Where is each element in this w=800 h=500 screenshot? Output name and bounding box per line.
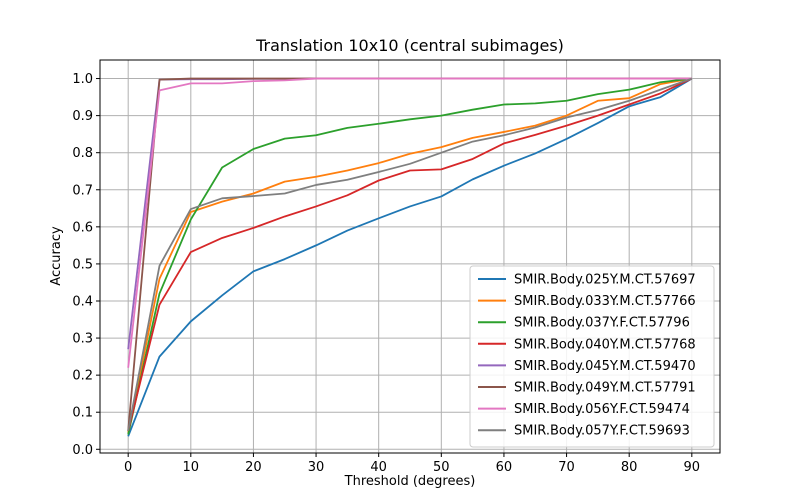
legend: SMIR.Body.025Y.M.CT.57697 SMIR.Body.033Y.… xyxy=(469,265,715,448)
y-tick-label: 0.0 xyxy=(72,443,93,458)
y-tick-label: 1.0 xyxy=(72,72,93,87)
legend-entry: SMIR.Body.037Y.F.CT.57796 xyxy=(514,316,690,331)
legend-box xyxy=(469,265,715,448)
legend-entry: SMIR.Body.033Y.M.CT.57766 xyxy=(514,294,696,309)
x-tick-label: 90 xyxy=(684,460,701,475)
y-tick-label: 0.2 xyxy=(72,369,93,384)
x-tick-label: 30 xyxy=(308,460,325,475)
y-axis-ticks: 0.0 0.1 0.2 0.3 0.4 0.5 0.6 0.7 0.8 0.9 1.0 xyxy=(72,72,100,458)
x-tick-label: 70 xyxy=(558,460,575,475)
y-tick-label: 0.6 xyxy=(72,220,93,235)
x-tick-label: 60 xyxy=(496,460,513,475)
series-line-smir-body-025y-m-ct-57697 xyxy=(127,77,693,437)
y-tick-label: 0.1 xyxy=(72,406,93,421)
legend-entry: SMIR.Body.049Y.M.CT.57791 xyxy=(514,381,696,396)
legend-entry: SMIR.Body.025Y.M.CT.57697 xyxy=(514,273,696,288)
legend-entry: SMIR.Body.040Y.M.CT.57768 xyxy=(514,337,696,352)
series-line-smir-body-056y-f-ct-59474 xyxy=(127,77,692,368)
y-tick-label: 0.7 xyxy=(72,183,93,198)
legend-entry: SMIR.Body.045Y.M.CT.59470 xyxy=(514,359,696,374)
x-tick-label: 40 xyxy=(370,460,387,475)
x-tick-label: 50 xyxy=(433,460,450,475)
x-tick-label: 80 xyxy=(621,460,638,475)
series-line-smir-body-057y-f-ct-59693 xyxy=(127,77,693,431)
y-tick-label: 0.3 xyxy=(72,332,93,347)
y-tick-label: 0.8 xyxy=(72,146,93,161)
y-tick-label: 0.5 xyxy=(72,257,93,272)
legend-entry: SMIR.Body.056Y.F.CT.59474 xyxy=(514,402,690,417)
series-line-smir-body-040y-m-ct-57768 xyxy=(127,77,693,431)
legend-entry: SMIR.Body.057Y.F.CT.59693 xyxy=(514,424,690,439)
plot-frame xyxy=(99,59,721,454)
x-axis-label: Threshold (degrees) xyxy=(344,474,476,489)
y-axis-label: Accuracy xyxy=(49,226,64,286)
series-line-smir-body-033y-m-ct-57766 xyxy=(127,77,692,433)
chart-title: Translation 10x10 (central subimages) xyxy=(255,36,564,55)
plot-series xyxy=(127,77,693,437)
x-tick-label: 20 xyxy=(245,460,262,475)
series-line-smir-body-037y-f-ct-57796 xyxy=(127,77,692,435)
x-tick-label: 0 xyxy=(124,460,132,475)
y-tick-label: 0.9 xyxy=(72,109,93,124)
x-axis-ticks: 0 10 20 30 40 50 60 70 80 90 xyxy=(124,453,700,475)
y-tick-label: 0.4 xyxy=(72,294,93,309)
x-tick-label: 10 xyxy=(183,460,200,475)
